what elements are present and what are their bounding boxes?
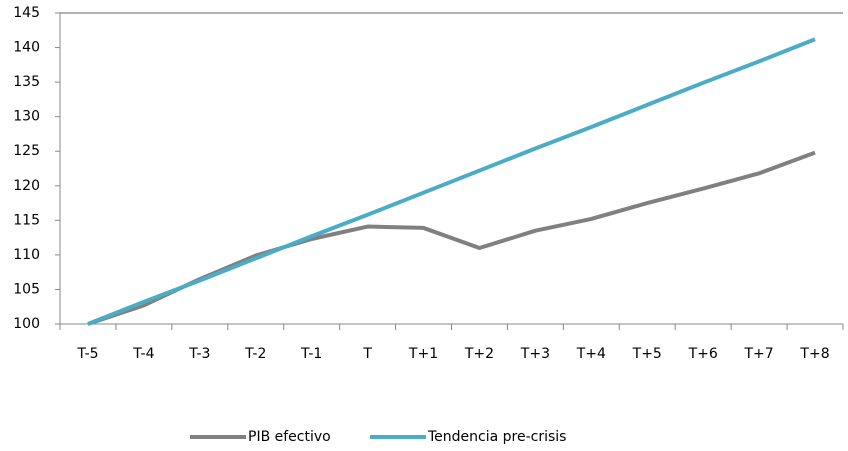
y-tick-label: 135 [13, 74, 40, 90]
x-tick-label: T+2 [464, 346, 494, 362]
series-line [87, 37, 816, 326]
y-tick-label: 145 [13, 5, 40, 21]
legend-label: Tendencia pre-crisis [427, 429, 566, 445]
x-tick-label: T+6 [688, 346, 718, 362]
x-tick-label: T-3 [188, 346, 210, 362]
x-tick-label: T+7 [744, 346, 774, 362]
y-tick-label: 115 [13, 212, 40, 228]
y-tick-label: 110 [13, 247, 40, 263]
y-tick-label: 130 [13, 109, 40, 125]
x-tick-label: T+1 [408, 346, 438, 362]
x-tick-label: T-5 [76, 346, 98, 362]
x-tick-label: T+3 [520, 346, 550, 362]
legend-label: PIB efectivo [248, 429, 331, 445]
x-tick-label: T-1 [300, 346, 322, 362]
x-tick-label: T-4 [132, 346, 154, 362]
x-tick-label: T [362, 346, 372, 362]
y-tick-label: 125 [13, 143, 40, 159]
series-line [87, 150, 816, 326]
y-tick-label: 105 [13, 281, 40, 297]
x-tick-label: T+8 [799, 346, 829, 362]
x-tick-label: T+5 [632, 346, 662, 362]
x-tick-label: T+4 [576, 346, 606, 362]
y-tick-label: 100 [13, 316, 40, 332]
y-tick-label: 140 [13, 40, 40, 56]
y-tick-label: 120 [13, 178, 40, 194]
x-tick-label: T-2 [244, 346, 266, 362]
